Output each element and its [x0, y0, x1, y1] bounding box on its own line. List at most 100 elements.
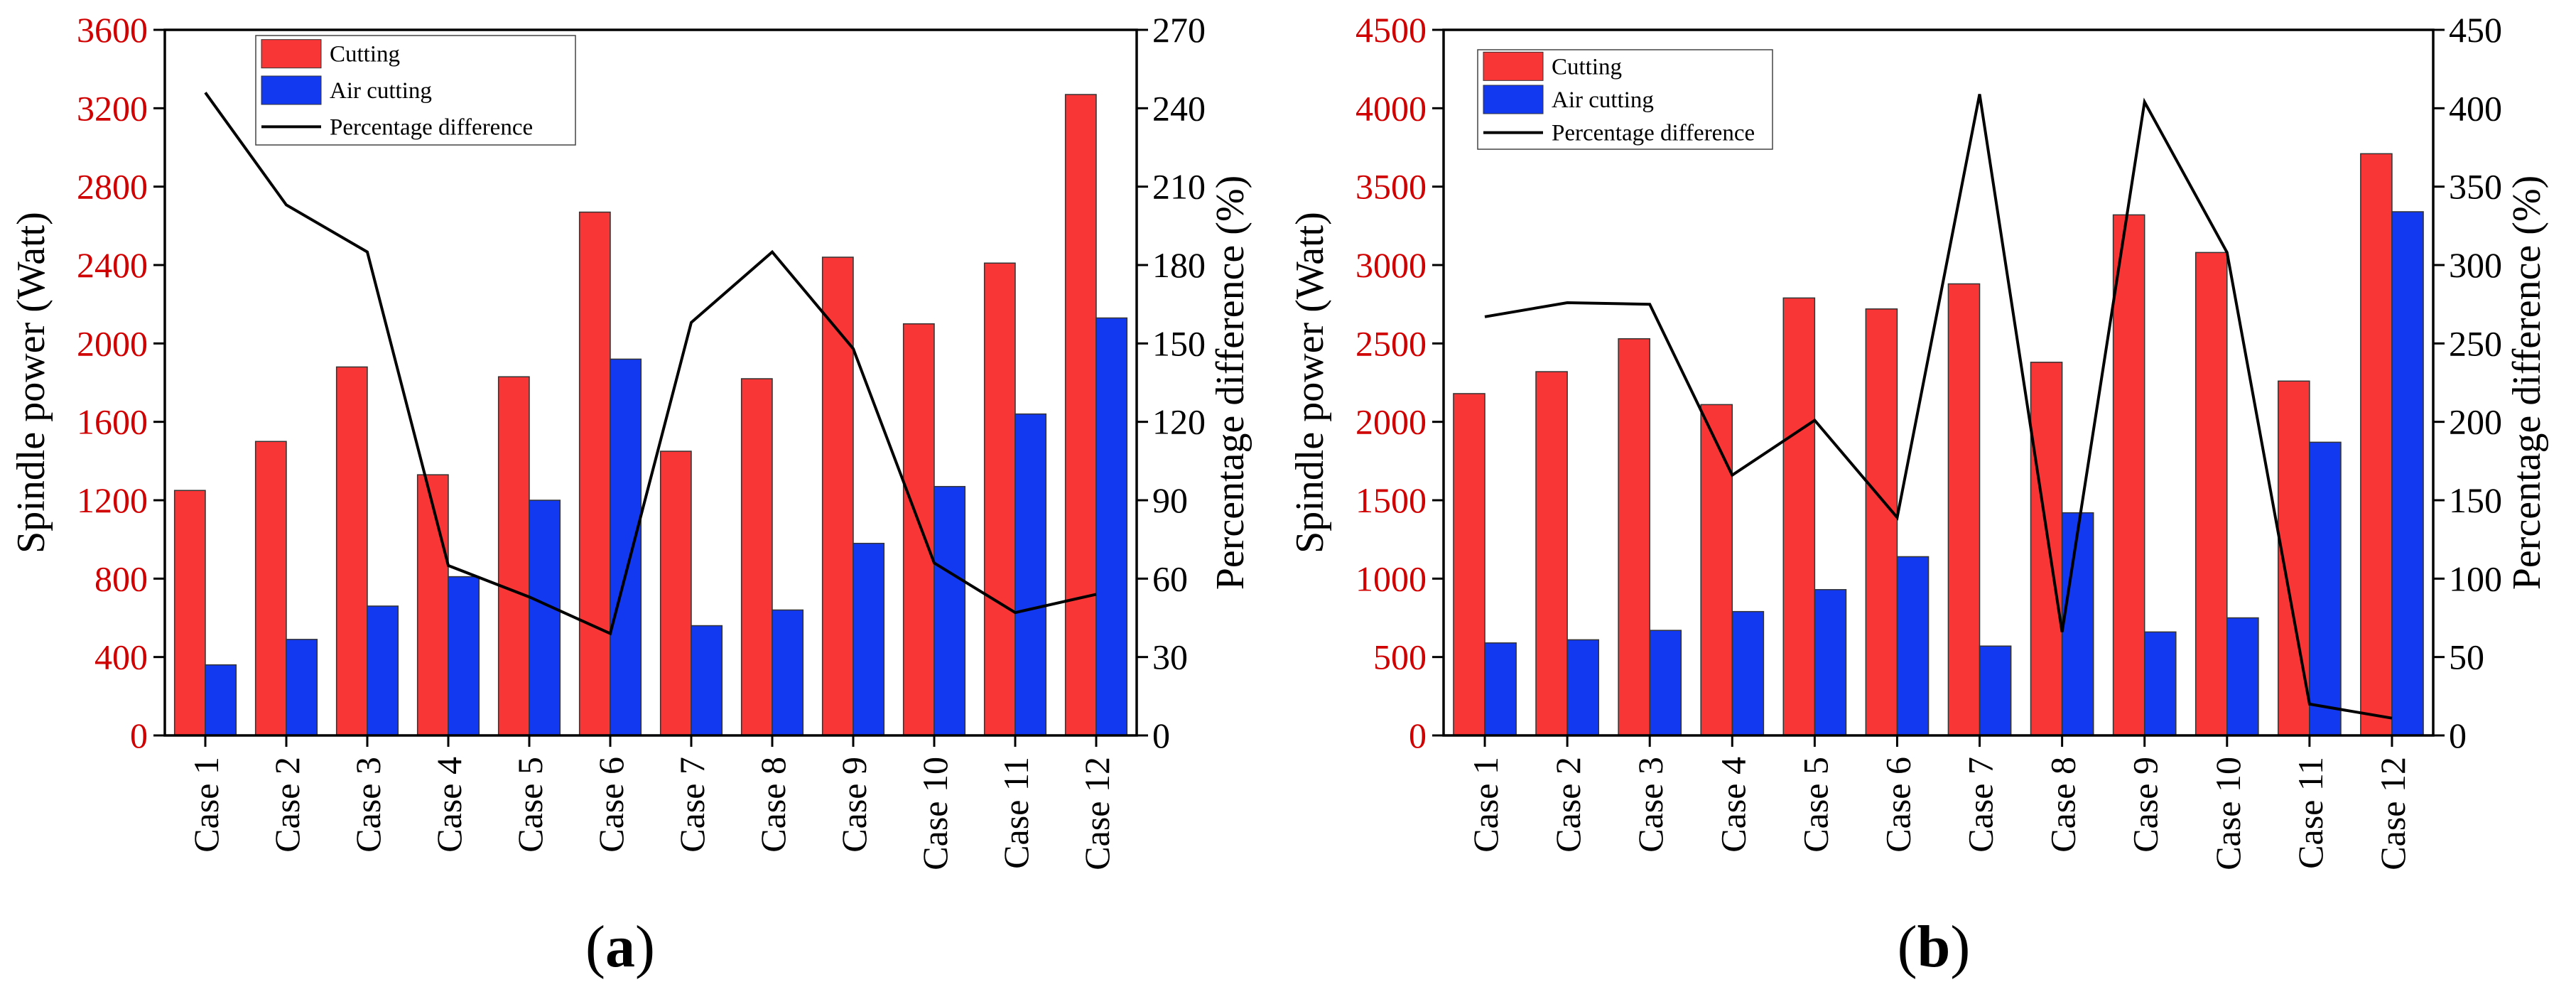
bar-cutting	[1064, 94, 1097, 736]
x-axis-tick-label: Case 2	[267, 757, 307, 853]
bar-cutting	[173, 490, 206, 736]
right-axis-tick-label: 300	[2449, 245, 2502, 285]
x-axis-tick-label: Case 5	[510, 757, 550, 853]
bar-air-cutting	[2143, 631, 2177, 736]
left-axis-title: Spindle power (Watt)	[1288, 212, 1332, 554]
bar-cutting	[254, 441, 287, 736]
bar-air-cutting	[448, 576, 480, 736]
right-axis-tick-label: 200	[2449, 402, 2502, 442]
right-axis-tick-label: 350	[2449, 167, 2502, 207]
left-axis-tick-label: 3600	[77, 10, 148, 50]
plot-frame	[1442, 28, 2435, 737]
right-axis-tick-label: 0	[2449, 716, 2467, 755]
bar-cutting	[1865, 308, 1898, 736]
bar-cutting	[1453, 393, 1485, 736]
bar-air-cutting	[1814, 589, 1847, 736]
right-axis-tick-label: 90	[1152, 480, 1188, 520]
x-axis-tick-label: Case 5	[1795, 757, 1835, 853]
bar-air-cutting	[933, 485, 966, 736]
left-axis-tick-label: 2000	[77, 323, 148, 363]
bar-air-cutting	[853, 542, 885, 736]
legend-swatch-cutting	[261, 39, 322, 69]
bar-cutting	[2195, 252, 2228, 736]
panel-label: (a)	[585, 914, 655, 980]
bar-air-cutting	[529, 500, 561, 736]
bar-cutting	[659, 450, 692, 736]
left-axis-tick-label: 3500	[1355, 167, 1427, 207]
x-axis-tick-label: Case 10	[915, 757, 955, 870]
legend-swatch-air-cutting	[1483, 85, 1544, 114]
right-axis-tick-label: 50	[2449, 637, 2484, 677]
left-axis-tick-label: 4000	[1355, 88, 1427, 128]
bar-cutting	[902, 323, 935, 736]
legend-swatch-cutting	[1483, 51, 1544, 81]
bar-cutting	[1947, 283, 1981, 736]
bar-cutting	[1618, 338, 1650, 736]
x-axis-tick-label: Case 1	[1466, 757, 1505, 853]
bar-cutting	[335, 366, 368, 736]
left-axis-tick-label: 2800	[77, 167, 148, 207]
bar-air-cutting	[1566, 639, 1599, 736]
plot-frame	[163, 28, 1138, 737]
legend-label: Air cutting	[1552, 87, 1654, 113]
bar-cutting	[821, 257, 854, 736]
bar-air-cutting	[205, 664, 237, 736]
bar-air-cutting	[2226, 617, 2259, 736]
left-axis-tick-label: 1600	[77, 402, 148, 442]
bar-air-cutting	[1095, 317, 1128, 736]
right-axis-title: Percentage difference (%)	[2505, 176, 2549, 590]
bar-air-cutting	[1649, 630, 1682, 736]
left-axis-tick-label: 800	[94, 559, 148, 598]
x-axis-tick-label: Case 6	[1878, 757, 1917, 853]
x-axis-tick-label: Case 6	[591, 757, 631, 853]
percentage-difference-line	[204, 92, 1097, 636]
legend-label: Percentage difference	[1552, 121, 1755, 146]
right-axis-tick-label: 400	[2449, 88, 2502, 128]
x-axis-tick-label: Case 9	[834, 757, 874, 853]
bar-air-cutting	[691, 625, 723, 736]
legend-swatch-air-cutting	[261, 75, 322, 105]
left-axis-tick-label: 3000	[1355, 245, 1427, 285]
right-axis-tick-label: 270	[1152, 10, 1206, 50]
left-axis-tick-label: 400	[94, 637, 148, 677]
right-axis-tick-label: 150	[1152, 323, 1206, 363]
bar-air-cutting	[1014, 413, 1047, 736]
left-axis-tick-label: 0	[130, 716, 148, 755]
right-axis-tick-label: 60	[1152, 559, 1188, 598]
chart-panel-a: 0 400 800 1200 1600 2000 2400 2800 3200 3600 0 30 60…	[9, 10, 1252, 980]
left-axis-tick-label: 2400	[77, 245, 148, 285]
left-axis-tick-label: 1200	[77, 480, 148, 520]
bar-cutting	[740, 378, 773, 736]
bar-air-cutting	[1896, 556, 1930, 736]
left-axis-tick-label: 500	[1373, 637, 1427, 677]
x-axis-tick-label: Case 11	[2290, 757, 2330, 869]
bar-cutting	[1535, 371, 1568, 736]
right-axis-tick-label: 120	[1152, 402, 1206, 442]
bar-cutting	[1782, 297, 1816, 736]
bar-air-cutting	[1979, 645, 2012, 736]
left-axis-tick-label: 1500	[1355, 480, 1427, 520]
x-axis-tick-label: Case 3	[348, 757, 388, 853]
bar-cutting	[497, 376, 530, 736]
right-axis-tick-label: 30	[1152, 637, 1188, 677]
bar-cutting	[578, 211, 611, 736]
bar-air-cutting	[286, 639, 318, 736]
left-axis-tick-label: 3200	[77, 88, 148, 128]
right-axis-tick-label: 100	[2449, 559, 2502, 598]
bar-cutting	[983, 262, 1016, 736]
left-axis-title: Spindle power (Watt)	[9, 212, 53, 554]
bar-cutting	[2112, 214, 2145, 736]
x-axis-tick-label: Case 2	[1548, 757, 1588, 853]
legend-label: Percentage difference	[330, 114, 533, 140]
right-axis-tick-label: 210	[1152, 167, 1206, 207]
bar-air-cutting	[2061, 512, 2094, 736]
bar-cutting	[2360, 153, 2393, 736]
bar-air-cutting	[367, 605, 399, 736]
left-axis-tick-label: 2000	[1355, 402, 1427, 442]
panel-label: (b)	[1898, 914, 1971, 980]
legend-label: Cutting	[1552, 54, 1622, 80]
right-axis-tick-label: 180	[1152, 245, 1206, 285]
x-axis-tick-label: Case 8	[2043, 757, 2083, 853]
x-axis-tick-label: Case 4	[429, 757, 469, 853]
